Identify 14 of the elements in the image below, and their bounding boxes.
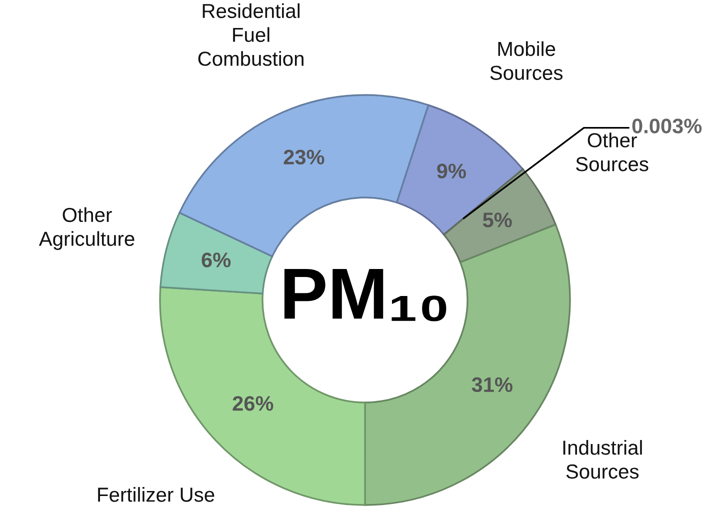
- slice-label: Other Sources: [576, 132, 648, 172]
- slice-label: Fertilizer Use: [98, 487, 214, 502]
- data-label: 9%: [437, 164, 466, 178]
- data-label: 6%: [202, 252, 231, 268]
- slice-label: Other Agriculture: [38, 207, 134, 250]
- text: PM₁₀: [284, 268, 446, 322]
- data-label: 23%: [284, 150, 324, 165]
- slice-label: Mobile Sources: [490, 41, 563, 80]
- slice-label: Residential Fuel Combustion: [198, 3, 304, 66]
- data-label: 31%: [472, 377, 512, 392]
- data-label: 26%: [232, 396, 274, 411]
- data-label: 5%: [482, 212, 512, 228]
- slice-label: Industrial Sources: [563, 440, 642, 479]
- data-label: 0.003%: [632, 118, 702, 134]
